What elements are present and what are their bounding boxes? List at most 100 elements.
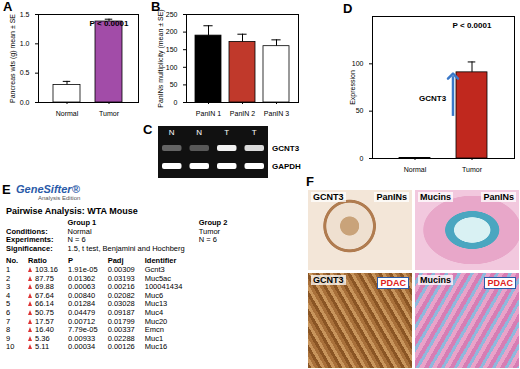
html-text:69.88: 69.88 bbox=[35, 282, 54, 292]
html-text:Mucins: Mucins bbox=[420, 275, 451, 285]
svg-text:GCNT3: GCNT3 bbox=[272, 144, 300, 153]
svg-text:0.5: 0.5 bbox=[20, 69, 30, 76]
svg-text:N: N bbox=[196, 128, 202, 137]
html-text:7.79e-05: 7.79e-05 bbox=[68, 325, 98, 335]
html-text:1.5, t test, Benjamini and Hoc: 1.5, t test, Benjamini and Hochberg bbox=[67, 243, 185, 253]
html-text:Conditions:: Conditions: bbox=[6, 226, 48, 236]
html-text:Padj: Padj bbox=[107, 256, 124, 266]
svg-text:P < 0.0001: P < 0.0001 bbox=[453, 21, 492, 30]
svg-text:Normal: Normal bbox=[404, 166, 427, 173]
html-text:Significance:: Significance: bbox=[6, 243, 53, 253]
svg-text:Expression: Expression bbox=[349, 70, 357, 105]
html-text:Mucins: Mucins bbox=[420, 192, 451, 202]
html-text:0.00933: 0.00933 bbox=[68, 333, 96, 343]
html-text:0.00840: 0.00840 bbox=[68, 290, 96, 300]
html-text:Gcnt3: Gcnt3 bbox=[144, 265, 165, 274]
html-text:50.75: 50.75 bbox=[35, 307, 54, 317]
svg-text:Pancreas wts (g) mean ± SE: Pancreas wts (g) mean ± SE bbox=[9, 14, 17, 103]
svg-text:Normal: Normal bbox=[56, 110, 79, 117]
svg-text:PanINs multiplicity (mean ± SE: PanINs multiplicity (mean ± SE) bbox=[157, 9, 165, 107]
html-text:Ratio: Ratio bbox=[28, 256, 47, 266]
html-text:0.03193: 0.03193 bbox=[107, 273, 135, 283]
html-text:No.: No. bbox=[6, 256, 19, 266]
html-text:0.00126: 0.00126 bbox=[107, 342, 135, 352]
html-text:0.00216: 0.00216 bbox=[107, 282, 135, 292]
html-text:C: C bbox=[143, 122, 153, 137]
html-text:Group 1: Group 1 bbox=[67, 218, 97, 227]
svg-text:100: 100 bbox=[166, 64, 178, 71]
html-text:0.03028: 0.03028 bbox=[107, 299, 135, 309]
svg-text:1.5: 1.5 bbox=[20, 11, 30, 18]
html-text:Muc13: Muc13 bbox=[144, 299, 168, 309]
html-text:0.00309: 0.00309 bbox=[107, 265, 135, 274]
html-text:Pairwise Analysis: WTA Mouse: Pairwise Analysis: WTA Mouse bbox=[6, 206, 138, 216]
svg-text:T: T bbox=[252, 128, 257, 137]
html-text:GeneSifter®: GeneSifter® bbox=[16, 183, 80, 195]
svg-text:PanIN 3: PanIN 3 bbox=[264, 110, 289, 117]
html-text:N = 6: N = 6 bbox=[67, 235, 86, 245]
svg-text:1.0: 1.0 bbox=[20, 40, 30, 47]
svg-text:Tumor: Tumor bbox=[462, 166, 483, 173]
html-text:17.57: 17.57 bbox=[35, 316, 54, 326]
svg-text:GAPDH: GAPDH bbox=[272, 162, 301, 171]
html-text:B: B bbox=[151, 0, 161, 14]
svg-text:0: 0 bbox=[174, 99, 178, 106]
html-text:0.02082: 0.02082 bbox=[107, 290, 135, 300]
html-text:66.14: 66.14 bbox=[35, 299, 54, 309]
svg-text:GCNT3: GCNT3 bbox=[419, 94, 447, 103]
html-text:0.04479: 0.04479 bbox=[68, 307, 96, 317]
html-text:103.16: 103.16 bbox=[35, 265, 58, 274]
html-text:1.91e-05: 1.91e-05 bbox=[68, 265, 98, 274]
svg-text:150: 150 bbox=[166, 46, 178, 53]
svg-text:50: 50 bbox=[170, 81, 178, 88]
svg-text:0: 0 bbox=[360, 155, 364, 162]
html-text:N = 6: N = 6 bbox=[198, 235, 217, 245]
html-text:0.02288: 0.02288 bbox=[107, 333, 135, 343]
html-text:PanINs: PanINs bbox=[483, 192, 514, 202]
svg-text:200: 200 bbox=[166, 28, 178, 35]
svg-text:N: N bbox=[169, 128, 175, 137]
svg-text:100: 100 bbox=[352, 60, 364, 67]
html-text:Muc4: Muc4 bbox=[144, 307, 164, 317]
html-text:Experiments:: Experiments: bbox=[6, 235, 54, 245]
html-text:PDAC: PDAC bbox=[380, 278, 406, 288]
html-text:0.00063: 0.00063 bbox=[68, 282, 96, 292]
svg-text:250: 250 bbox=[166, 11, 178, 18]
html-text:A: A bbox=[3, 0, 13, 14]
html-text:PDAC: PDAC bbox=[487, 278, 513, 288]
html-text:D: D bbox=[343, 1, 353, 16]
html-text:100041434: 100041434 bbox=[144, 282, 183, 292]
html-text:Muc20: Muc20 bbox=[144, 316, 168, 326]
html-text:0.00712: 0.00712 bbox=[68, 316, 96, 326]
svg-text:PanIN 2: PanIN 2 bbox=[230, 110, 255, 117]
html-text:5.36: 5.36 bbox=[35, 333, 50, 343]
svg-text:50: 50 bbox=[356, 107, 364, 114]
svg-text:Tumor: Tumor bbox=[99, 110, 120, 117]
html-text:Muc6: Muc6 bbox=[144, 290, 164, 300]
html-text:Identifier: Identifier bbox=[144, 256, 177, 266]
html-text:0.01284: 0.01284 bbox=[68, 299, 96, 309]
svg-text:P < 0.0001: P < 0.0001 bbox=[90, 19, 129, 28]
svg-text:PanIN 1: PanIN 1 bbox=[196, 110, 221, 117]
html-text:0.09187: 0.09187 bbox=[107, 307, 135, 317]
html-text:Normal: Normal bbox=[67, 226, 92, 236]
html-text:Muc16: Muc16 bbox=[144, 342, 168, 352]
html-text:PanINs: PanINs bbox=[376, 192, 407, 202]
html-text:Muc5ac: Muc5ac bbox=[144, 273, 171, 283]
svg-text:T: T bbox=[224, 128, 229, 137]
html-text:5.11: 5.11 bbox=[35, 342, 50, 352]
html-text:Tumor: Tumor bbox=[198, 226, 221, 236]
html-text:0.01362: 0.01362 bbox=[68, 273, 96, 283]
html-text:0.01799: 0.01799 bbox=[107, 316, 135, 326]
html-text:67.64: 67.64 bbox=[35, 290, 54, 300]
svg-text:0.0: 0.0 bbox=[20, 99, 30, 106]
html-text:GCNT3: GCNT3 bbox=[313, 275, 344, 285]
html-text:GCNT3: GCNT3 bbox=[313, 192, 344, 202]
html-text:0.00337: 0.00337 bbox=[107, 325, 135, 335]
html-text:Group 2: Group 2 bbox=[198, 218, 228, 227]
html-text:Emcn: Emcn bbox=[144, 325, 164, 335]
html-text:Muc1: Muc1 bbox=[144, 333, 164, 343]
html-text:0.00034: 0.00034 bbox=[68, 342, 96, 352]
html-text:87.75: 87.75 bbox=[35, 273, 54, 283]
html-text:16.40: 16.40 bbox=[35, 325, 54, 335]
